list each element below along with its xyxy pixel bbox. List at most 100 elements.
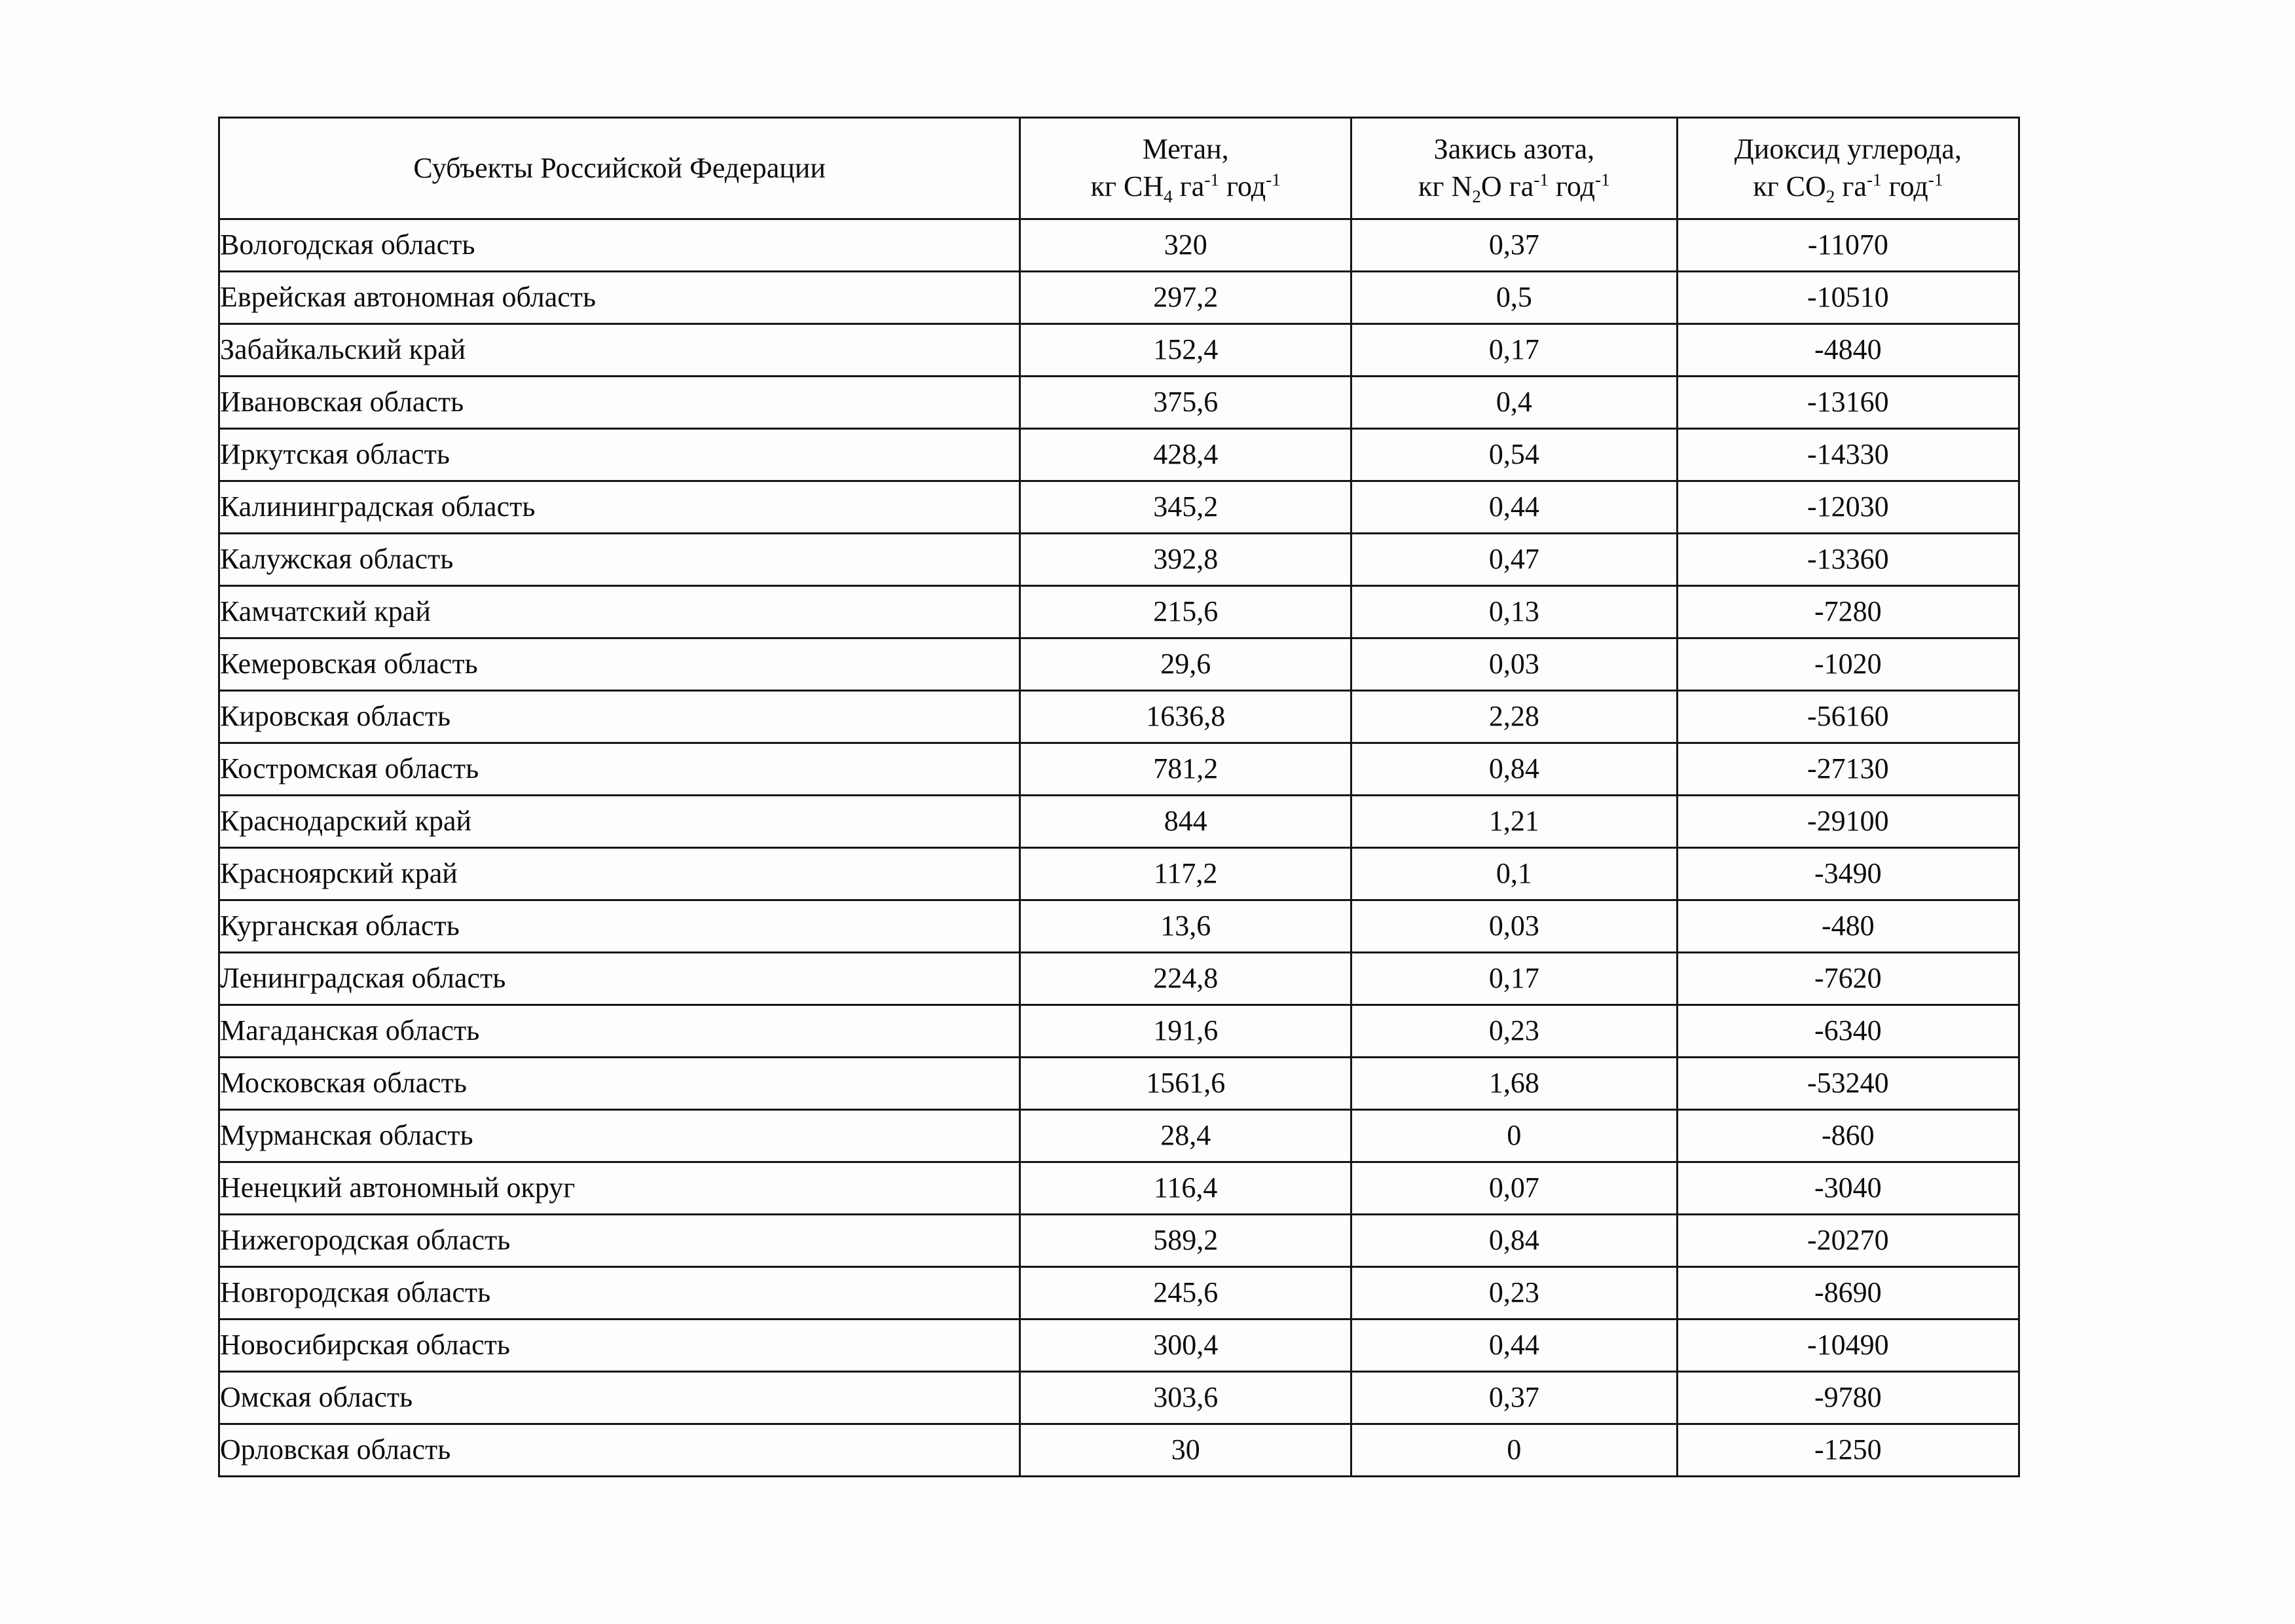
value-cell: 781,2 [1019, 742, 1353, 796]
table-row: Вологодская область 320 0,37 -11070 [217, 218, 2021, 272]
table-row: Московская область 1561,6 1,68 -53240 [217, 1056, 2021, 1111]
value-cell: 0,23 [1350, 1004, 1678, 1058]
region-name-cell: Мурманская область [217, 1109, 1021, 1163]
value-cell: 0,07 [1350, 1161, 1678, 1215]
table-row: Краснодарский край 844 1,21 -29100 [217, 794, 2021, 849]
col-header-nitrous-oxide: Закись азота, кг N2O га-1 год-1 [1350, 117, 1678, 220]
value-cell: 1636,8 [1019, 690, 1353, 744]
value-cell: 428,4 [1019, 428, 1353, 482]
value-cell: -860 [1676, 1109, 2021, 1163]
value-cell: -4840 [1676, 323, 2021, 377]
col-header-methane: Метан, кг CH4 га-1 год-1 [1019, 117, 1353, 220]
value-cell: -27130 [1676, 742, 2021, 796]
table-row: Ленинградская область 224,8 0,17 -7620 [217, 951, 2021, 1006]
value-cell: 224,8 [1019, 951, 1353, 1006]
value-cell: 0,03 [1350, 899, 1678, 953]
value-cell: 2,28 [1350, 690, 1678, 744]
value-cell: 303,6 [1019, 1371, 1353, 1425]
value-cell: -7620 [1676, 951, 2021, 1006]
value-cell: 320 [1019, 218, 1353, 272]
region-name-cell: Краснодарский край [217, 794, 1021, 849]
table-body: Вологодская область 320 0,37 -11070 Еврейска… [217, 218, 2021, 1477]
table-row: Омская область 303,6 0,37 -9780 [217, 1371, 2021, 1425]
value-cell: 300,4 [1019, 1318, 1353, 1373]
table-row: Красноярский край 117,2 0,1 -3490 [217, 847, 2021, 901]
table-row: Магаданская область 191,6 0,23 -6340 [217, 1004, 2021, 1058]
value-cell: 0,17 [1350, 323, 1678, 377]
table-row: Новгородская область 245,6 0,23 -8690 [217, 1266, 2021, 1320]
value-cell: 0,17 [1350, 951, 1678, 1006]
table-row: Камчатский край 215,6 0,13 -7280 [217, 585, 2021, 639]
value-cell: 375,6 [1019, 375, 1353, 430]
value-cell: 117,2 [1019, 847, 1353, 901]
value-cell: 28,4 [1019, 1109, 1353, 1163]
region-name-cell: Ленинградская область [217, 951, 1021, 1006]
value-cell: -14330 [1676, 428, 2021, 482]
value-cell: 297,2 [1019, 270, 1353, 325]
col-header-unit: кг CH4 га-1 год-1 [1090, 170, 1281, 206]
value-cell: -13160 [1676, 375, 2021, 430]
value-cell: 0 [1350, 1423, 1678, 1477]
col-header-title: Закись азота, [1433, 133, 1595, 166]
value-cell: 29,6 [1019, 637, 1353, 692]
region-name-cell: Забайкальский край [217, 323, 1021, 377]
region-name-cell: Еврейская автономная область [217, 270, 1021, 325]
table-row: Курганская область 13,6 0,03 -480 [217, 899, 2021, 953]
region-name-cell: Ивановская область [217, 375, 1021, 430]
table-row: Кемеровская область 29,6 0,03 -1020 [217, 637, 2021, 692]
table-row: Новосибирская область 300,4 0,44 -10490 [217, 1318, 2021, 1373]
region-name-cell: Иркутская область [217, 428, 1021, 482]
value-cell: 392,8 [1019, 532, 1353, 587]
value-cell: 1561,6 [1019, 1056, 1353, 1111]
region-name-cell: Камчатский край [217, 585, 1021, 639]
value-cell: -9780 [1676, 1371, 2021, 1425]
value-cell: -10510 [1676, 270, 2021, 325]
region-name-cell: Московская область [217, 1056, 1021, 1111]
value-cell: -1250 [1676, 1423, 2021, 1477]
region-name-cell: Новгородская область [217, 1266, 1021, 1320]
table-header: Субъекты Российской Федерации Метан, кг … [217, 117, 2021, 220]
value-cell: -12030 [1676, 480, 2021, 534]
col-header-subjects: Субъекты Российской Федерации [217, 117, 1021, 220]
value-cell: 30 [1019, 1423, 1353, 1477]
value-cell: -7280 [1676, 585, 2021, 639]
emissions-table: Субъекты Российской Федерации Метан, кг … [217, 117, 2021, 1477]
region-name-cell: Красноярский край [217, 847, 1021, 901]
region-name-cell: Новосибирская область [217, 1318, 1021, 1373]
table-row: Кировская область 1636,8 2,28 -56160 [217, 690, 2021, 744]
table-row: Забайкальский край 152,4 0,17 -4840 [217, 323, 2021, 377]
value-cell: 0 [1350, 1109, 1678, 1163]
value-cell: 0,47 [1350, 532, 1678, 587]
value-cell: -3490 [1676, 847, 2021, 901]
table-row: Нижегородская область 589,2 0,84 -20270 [217, 1213, 2021, 1268]
value-cell: 0,23 [1350, 1266, 1678, 1320]
value-cell: 0,37 [1350, 218, 1678, 272]
value-cell: 215,6 [1019, 585, 1353, 639]
value-cell: -56160 [1676, 690, 2021, 744]
table-row: Иркутская область 428,4 0,54 -14330 [217, 428, 2021, 482]
region-name-cell: Калужская область [217, 532, 1021, 587]
table-row: Ненецкий автономный округ 116,4 0,07 -3040 [217, 1161, 2021, 1215]
value-cell: 844 [1019, 794, 1353, 849]
value-cell: -11070 [1676, 218, 2021, 272]
value-cell: 0,54 [1350, 428, 1678, 482]
value-cell: 0,84 [1350, 742, 1678, 796]
table-row: Еврейская автономная область 297,2 0,5 -105… [217, 270, 2021, 325]
region-name-cell: Кемеровская область [217, 637, 1021, 692]
value-cell: -1020 [1676, 637, 2021, 692]
value-cell: -3040 [1676, 1161, 2021, 1215]
value-cell: -13360 [1676, 532, 2021, 587]
value-cell: 0,1 [1350, 847, 1678, 901]
region-name-cell: Ненецкий автономный округ [217, 1161, 1021, 1215]
region-name-cell: Вологодская область [217, 218, 1021, 272]
value-cell: -10490 [1676, 1318, 2021, 1373]
region-name-cell: Кировская область [217, 690, 1021, 744]
value-cell: 0,5 [1350, 270, 1678, 325]
value-cell: 0,13 [1350, 585, 1678, 639]
value-cell: 0,84 [1350, 1213, 1678, 1268]
value-cell: -20270 [1676, 1213, 2021, 1268]
value-cell: 1,68 [1350, 1056, 1678, 1111]
table-row: Калининградская область 345,2 0,44 -12030 [217, 480, 2021, 534]
value-cell: -480 [1676, 899, 2021, 953]
col-header-title: Диоксид углерода, [1734, 133, 1962, 166]
